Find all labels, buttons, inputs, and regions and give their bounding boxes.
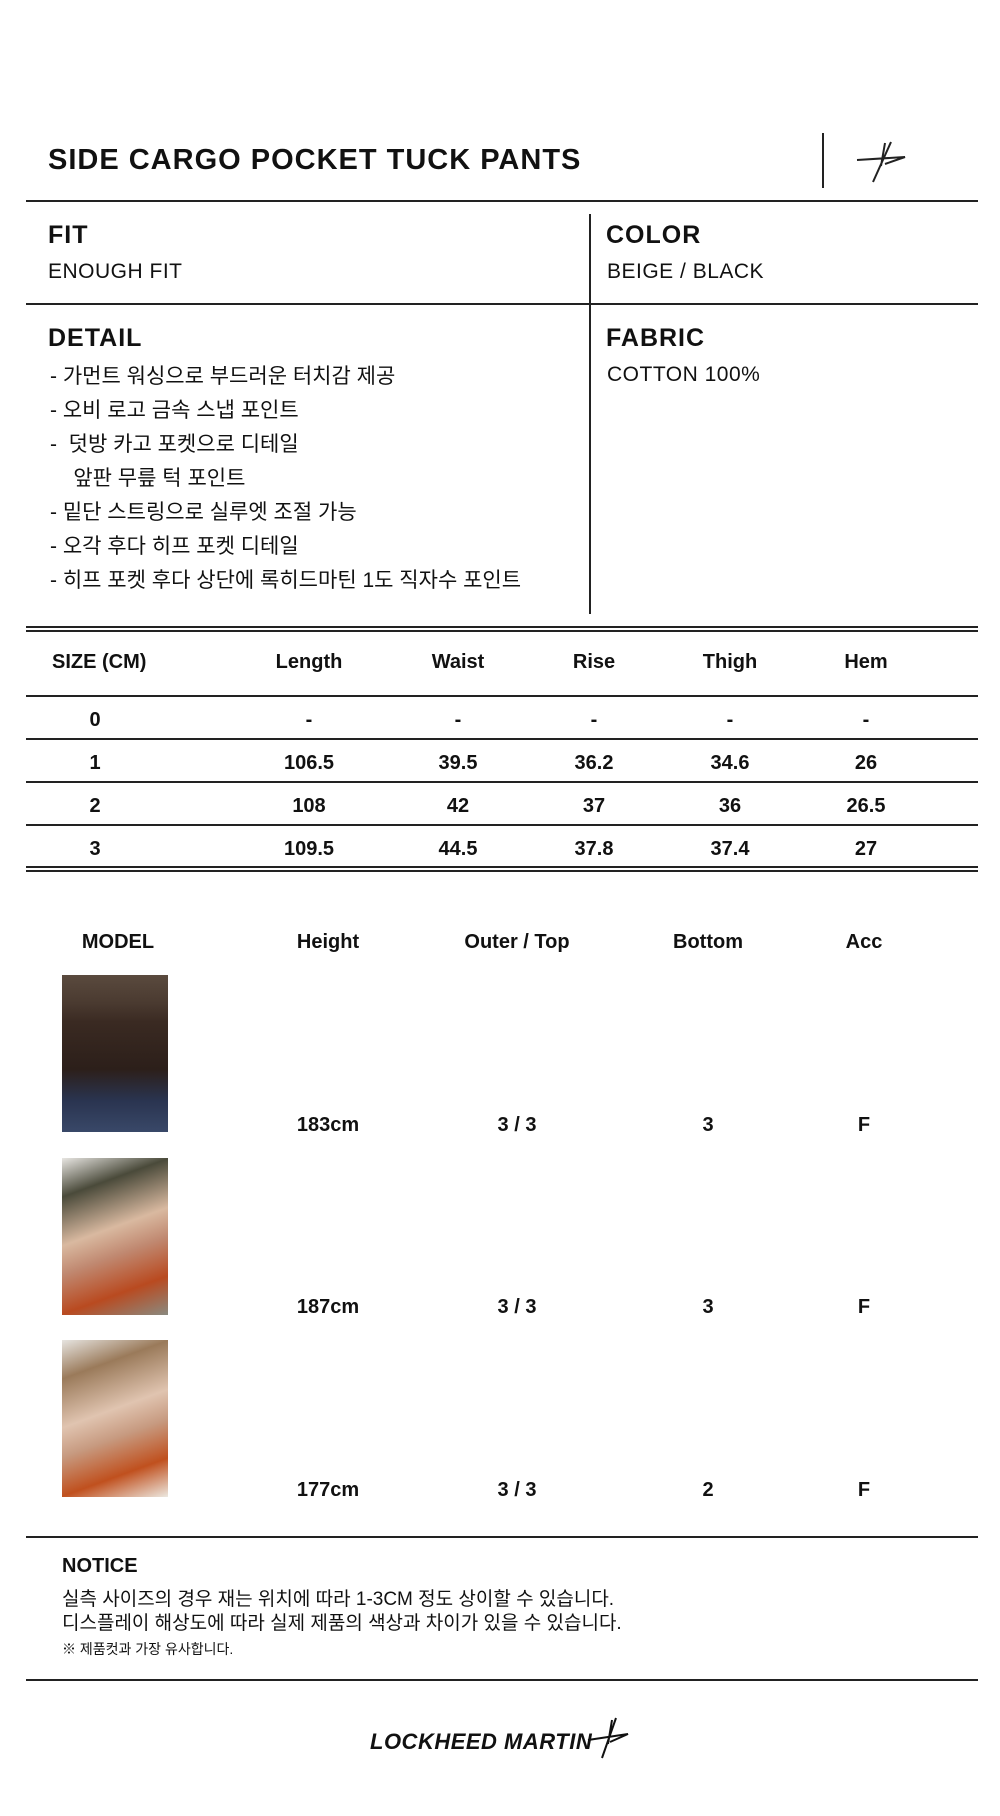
- detail-item: - 오각 후다 히프 포켓 디테일: [50, 535, 299, 558]
- divider: [26, 695, 978, 697]
- divider: [26, 630, 978, 632]
- size-cell: 26: [854, 752, 878, 774]
- divider: [26, 200, 978, 202]
- model-photo: [62, 1340, 168, 1497]
- detail-list: - 가먼트 워싱으로 부드러운 터치감 제공 - 오비 로고 금속 스냅 포인트…: [50, 360, 521, 598]
- divider: [26, 866, 978, 868]
- model-header: Bottom: [673, 931, 743, 953]
- size-header: Rise: [572, 651, 616, 673]
- star-logo-icon: [588, 1717, 629, 1759]
- size-cell: 44.5: [438, 838, 478, 860]
- model-header: Height: [296, 931, 360, 953]
- detail-item: - 밑단 스트링으로 실루엣 조절 가능: [50, 501, 357, 524]
- model-cell: 187cm: [296, 1296, 360, 1318]
- fabric-label: FABRIC: [606, 324, 706, 352]
- size-cell: 36: [718, 795, 742, 817]
- size-cell: -: [305, 709, 313, 731]
- divider: [26, 781, 978, 783]
- size-cell: 42: [446, 795, 470, 817]
- model-cell: 177cm: [296, 1479, 360, 1501]
- model-cell: 3: [702, 1114, 714, 1136]
- notice-line: 디스플레이 해상도에 따라 실제 제품의 색상과 차이가 있을 수 있습니다.: [62, 1613, 622, 1634]
- divider: [26, 303, 978, 305]
- size-cell: 37.8: [574, 838, 614, 860]
- size-cell: 3: [89, 838, 101, 860]
- size-cell: 0: [89, 709, 101, 731]
- size-header: Length: [275, 651, 343, 673]
- size-header: SIZE (CM): [52, 651, 147, 673]
- fit-value: ENOUGH FIT: [48, 260, 183, 283]
- color-label: COLOR: [606, 221, 702, 249]
- size-cell: -: [590, 709, 598, 731]
- size-cell: 2: [89, 795, 101, 817]
- size-cell: 27: [854, 838, 878, 860]
- size-cell: 37: [582, 795, 606, 817]
- size-header: Waist: [431, 651, 485, 673]
- size-cell: 34.6: [710, 752, 750, 774]
- size-cell: 1: [89, 752, 101, 774]
- divider: [589, 214, 591, 614]
- model-header: Outer / Top: [464, 931, 570, 953]
- model-cell: F: [857, 1479, 871, 1501]
- divider: [26, 738, 978, 740]
- detail-item: 앞판 무릎 턱 포인트: [50, 467, 246, 490]
- model-cell: F: [857, 1114, 871, 1136]
- size-cell: 37.4: [710, 838, 750, 860]
- model-header: Acc: [845, 931, 883, 953]
- model-cell: 3 / 3: [497, 1479, 537, 1501]
- notice-label: NOTICE: [62, 1555, 138, 1577]
- model-cell: 3 / 3: [497, 1114, 537, 1136]
- detail-item: - 오비 로고 금속 스냅 포인트: [50, 399, 299, 422]
- star-logo-icon: [856, 141, 906, 183]
- divider: [26, 1536, 978, 1538]
- model-cell: 183cm: [296, 1114, 360, 1136]
- size-cell: 106.5: [283, 752, 335, 774]
- model-cell: F: [857, 1296, 871, 1318]
- model-photo: [62, 975, 168, 1132]
- model-header: MODEL: [81, 931, 155, 953]
- brand-name: LOCKHEED MARTIN: [370, 1729, 593, 1754]
- model-photo: [62, 1158, 168, 1315]
- divider: [26, 870, 978, 872]
- detail-item: - 가먼트 워싱으로 부드러운 터치감 제공: [50, 365, 396, 388]
- size-cell: 36.2: [574, 752, 614, 774]
- size-cell: 108: [292, 795, 326, 817]
- divider: [26, 824, 978, 826]
- brand-logo: LOCKHEED MARTIN: [370, 1717, 630, 1760]
- model-cell: 3 / 3: [497, 1296, 537, 1318]
- model-cell: 3: [702, 1296, 714, 1318]
- size-cell: 39.5: [438, 752, 478, 774]
- size-cell: -: [862, 709, 870, 731]
- product-title: SIDE CARGO POCKET TUCK PANTS: [48, 144, 582, 176]
- model-cell: 2: [702, 1479, 714, 1501]
- detail-item: - 덧방 카고 포켓으로 디테일: [50, 433, 299, 456]
- size-cell: 26.5: [846, 795, 886, 817]
- size-header: Thigh: [702, 651, 758, 673]
- detail-item: - 히프 포켓 후다 상단에 록히드마틴 1도 직자수 포인트: [50, 569, 522, 592]
- notice: NOTICE 실측 사이즈의 경우 재는 위치에 따라 1-3CM 정도 상이할…: [62, 1555, 622, 1659]
- fabric-value: COTTON 100%: [607, 363, 761, 386]
- detail-label: DETAIL: [48, 324, 143, 352]
- color-value: BEIGE / BLACK: [607, 260, 765, 283]
- size-header: Hem: [844, 651, 888, 673]
- size-cell: -: [726, 709, 734, 731]
- fit-label: FIT: [48, 221, 89, 249]
- divider: [822, 133, 824, 188]
- notice-note: ※ 제품컷과 가장 유사합니다.: [62, 1641, 234, 1657]
- size-cell: 109.5: [283, 838, 335, 860]
- notice-line: 실측 사이즈의 경우 재는 위치에 따라 1-3CM 정도 상이할 수 있습니다…: [62, 1589, 615, 1610]
- divider: [26, 1679, 978, 1681]
- divider: [26, 626, 978, 628]
- size-cell: -: [454, 709, 462, 731]
